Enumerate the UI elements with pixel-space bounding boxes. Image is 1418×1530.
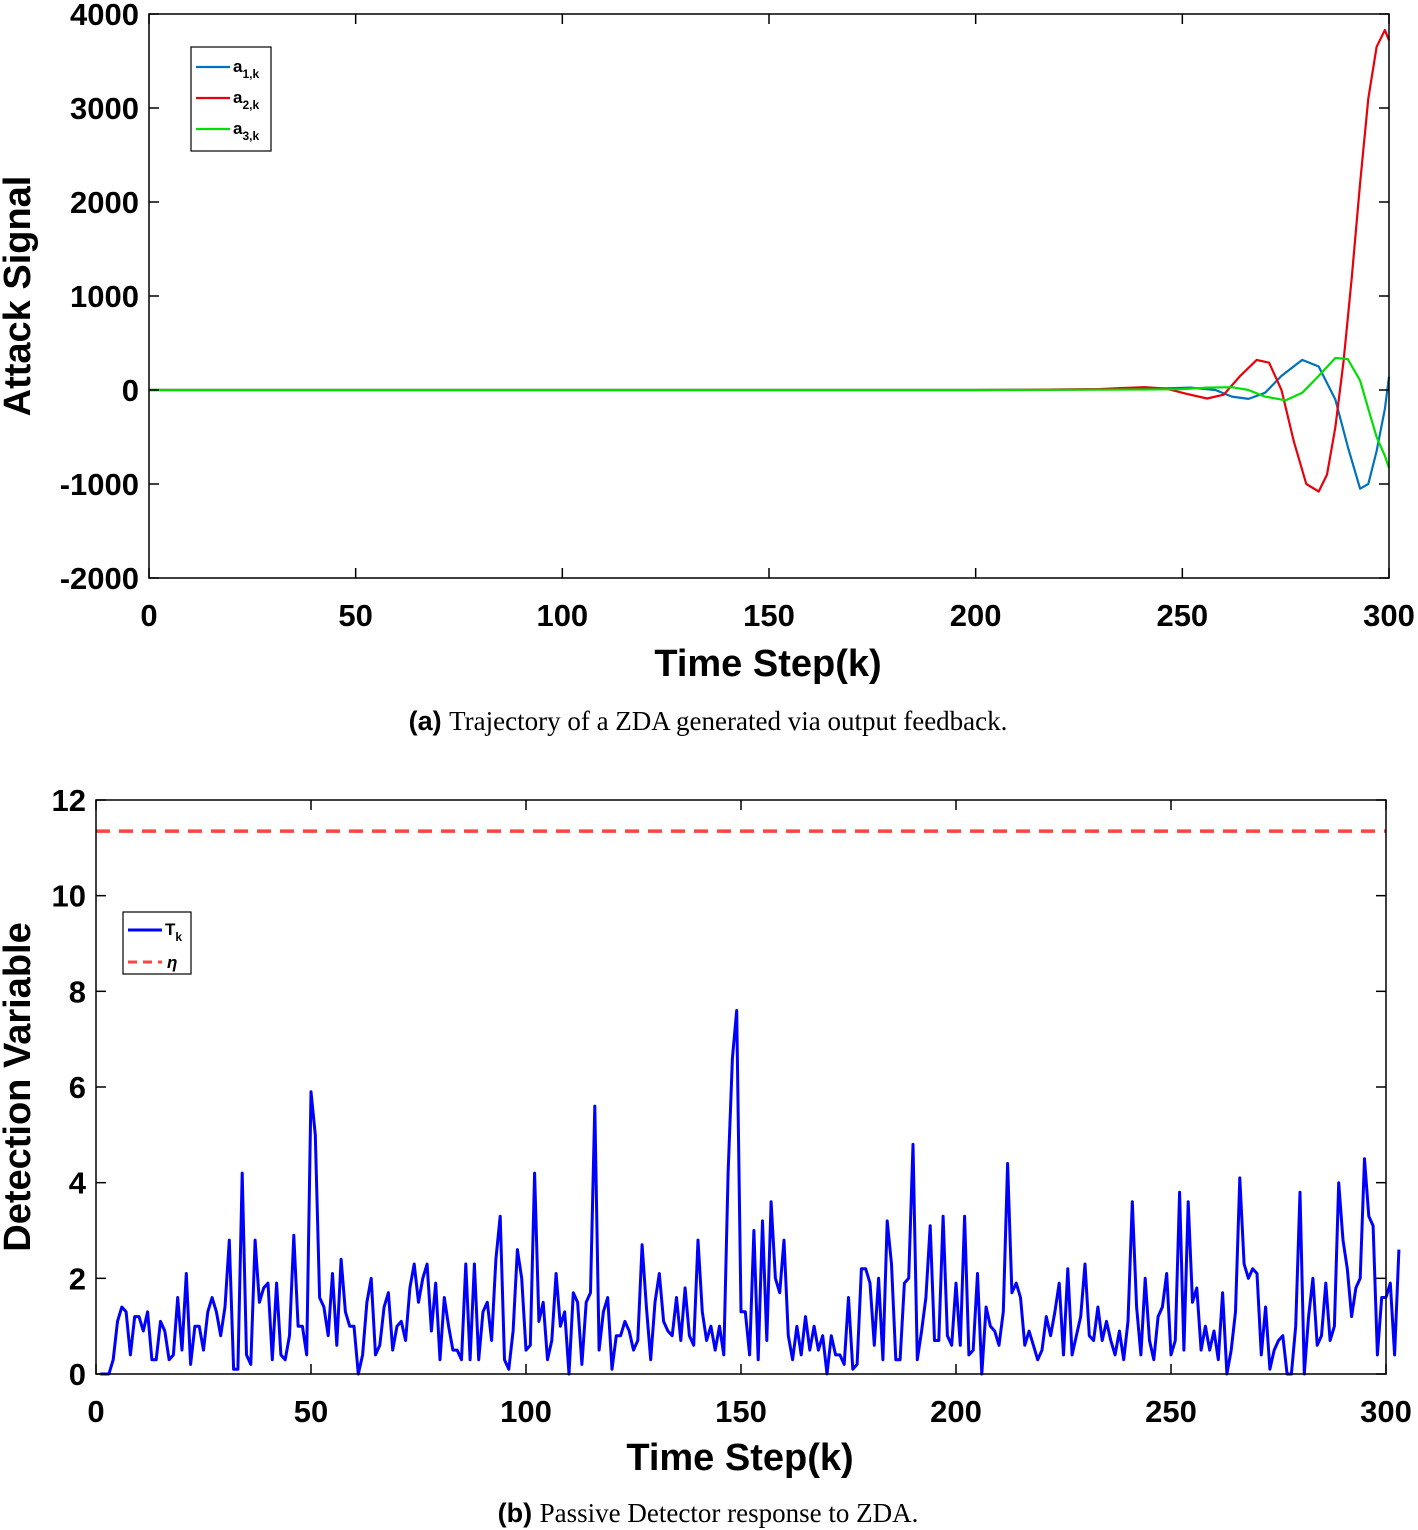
chart-a-legend: a1,k a2,k a3,k	[190, 46, 272, 152]
chart-b-x-axis-label: Time Step(k)	[626, 1437, 853, 1479]
chart-a-xtick-label: 300	[1363, 598, 1415, 633]
caption-b: (b) Passive Detector response to ZDA.	[498, 1498, 919, 1528]
chart-a-y-axis-label: Attack Signal	[0, 176, 39, 417]
chart-b-ticks: 0 50 100 150 200 250 300 0 2 4 6 8 10 12	[52, 783, 1412, 1429]
chart-a-ticks: 0 50 100 150 200 250 300 -2000 -1000 0 1000 2000 300…	[60, 0, 1415, 633]
caption-b-text: Passive Detector response to ZDA.	[540, 1498, 919, 1528]
legend-label-a2-main: a	[233, 88, 243, 107]
chart-b-ytick-label: 8	[69, 974, 86, 1009]
legend-label-a2-sub: 2,k	[242, 98, 259, 112]
chart-a-ytick-label: 4000	[70, 0, 139, 32]
chart-a-xtick-label: 100	[536, 598, 588, 633]
chart-b-ytick-label: 12	[52, 783, 86, 818]
legend-label-a3-sub: 3,k	[242, 129, 259, 143]
chart-a-ytick-label: 0	[122, 373, 139, 408]
chart-b-y-axis-label: Detection Variable	[0, 922, 39, 1251]
chart-b-legend-box	[122, 911, 192, 975]
caption-a-text: Trajectory of a ZDA generated via output…	[449, 706, 1007, 736]
chart-a-series-3	[149, 356, 1391, 469]
chart-b-xtick-label: 250	[1145, 1394, 1197, 1429]
chart-a-ytick-label: -2000	[60, 561, 139, 596]
legend-label-tk-sub: k	[175, 930, 182, 944]
chart-b-legend: Tk η	[122, 911, 192, 975]
chart-a: 0 50 100 150 200 250 300 -2000 -1000 0 1000 2000 300…	[0, 0, 1415, 736]
chart-a-ytick-label: 2000	[70, 185, 139, 220]
legend-label-tk: Tk	[165, 920, 182, 944]
caption-a-tag: (a)	[409, 706, 442, 736]
chart-b-xtick-label: 150	[715, 1394, 767, 1429]
legend-label-tk-main: T	[165, 920, 176, 939]
chart-b-xtick-label: 0	[87, 1394, 104, 1429]
legend-label-a1: a1,k	[233, 57, 259, 81]
chart-a-xtick-label: 0	[140, 598, 157, 633]
chart-b-series-layer	[96, 829, 1401, 1376]
chart-b-xtick-label: 200	[930, 1394, 982, 1429]
chart-a-ytick-label: 1000	[70, 279, 139, 314]
chart-b-ytick-label: 0	[69, 1357, 86, 1392]
chart-a-ytick-label: -1000	[60, 467, 139, 502]
legend-label-a1-sub: 1,k	[242, 67, 259, 81]
chart-a-xtick-label: 200	[950, 598, 1002, 633]
chart-b-xtick-label: 300	[1360, 1394, 1412, 1429]
chart-b-series-1	[100, 1009, 1401, 1376]
chart-a-plot-area	[149, 14, 1389, 578]
chart-b-ytick-label: 4	[69, 1166, 87, 1201]
legend-label-a3: a3,k	[233, 119, 259, 143]
chart-b-ytick-label: 2	[69, 1261, 86, 1296]
chart-b-xtick-label: 50	[294, 1394, 328, 1429]
chart-b-ytick-label: 6	[69, 1070, 86, 1105]
chart-a-xtick-label: 50	[338, 598, 372, 633]
legend-label-a3-main: a	[233, 119, 243, 138]
chart-b: 0 50 100 150 200 250 300 0 2 4 6 8 10 12 Detection Va…	[0, 783, 1412, 1528]
legend-label-eta: η	[167, 953, 177, 972]
chart-a-xtick-label: 250	[1156, 598, 1208, 633]
legend-label-a2: a2,k	[233, 88, 259, 112]
chart-a-xtick-label: 150	[743, 598, 795, 633]
legend-label-a1-main: a	[233, 57, 243, 76]
chart-b-xtick-label: 100	[500, 1394, 552, 1429]
chart-b-ytick-label: 10	[52, 879, 86, 914]
chart-a-series-layer	[149, 28, 1391, 493]
caption-b-tag: (b)	[498, 1498, 532, 1528]
chart-a-x-axis-label: Time Step(k)	[654, 643, 881, 685]
chart-a-ytick-label: 3000	[70, 91, 139, 126]
caption-a: (a) Trajectory of a ZDA generated via ou…	[409, 706, 1008, 736]
